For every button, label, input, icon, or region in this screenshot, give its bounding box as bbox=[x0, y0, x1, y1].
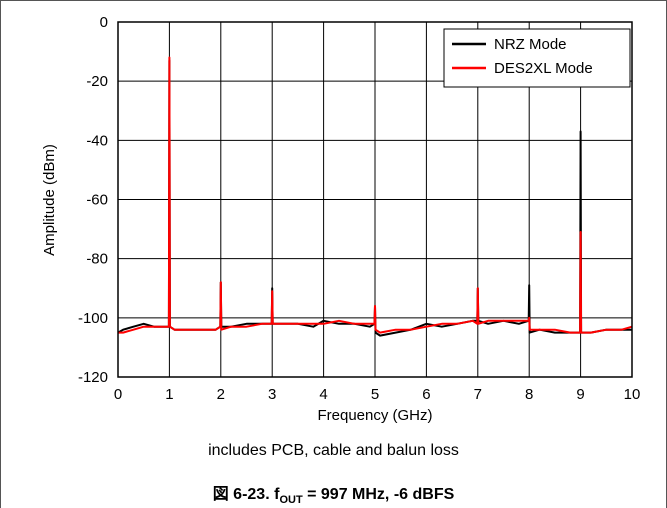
x-tick-label: 0 bbox=[114, 386, 122, 403]
caption-prefix: 図 6-23. f bbox=[212, 486, 280, 503]
legend-label-des2xl: DES2XL Mode bbox=[494, 60, 593, 77]
series-layer bbox=[117, 56, 633, 337]
figure-caption: 図 6-23. fOUT = 997 MHz, -6 dBFS bbox=[0, 480, 667, 506]
plot-area-border bbox=[117, 21, 633, 378]
y-tick-label: 0 bbox=[100, 14, 108, 31]
spectrum-chart: 0 1 2 3 4 5 6 7 8 9 10 0 -20 -40 -60 -80 -100 -120 Frequ… bbox=[41, 14, 641, 424]
legend: NRZ Mode DES2XL Mode bbox=[443, 28, 631, 88]
x-tick-labels: 0 1 2 3 4 5 6 7 8 9 10 bbox=[114, 386, 641, 403]
y-tick-label: -40 bbox=[86, 132, 108, 149]
y-tick-label: -120 bbox=[78, 369, 108, 386]
figure-frame-left bbox=[0, 0, 1, 508]
x-tick-label: 9 bbox=[576, 386, 584, 403]
x-tick-label: 1 bbox=[165, 386, 173, 403]
y-axis-label: Amplitude (dBm) bbox=[41, 144, 58, 256]
figure-frame-top bbox=[0, 0, 667, 1]
x-tick-label: 5 bbox=[371, 386, 379, 403]
y-tick-label: -80 bbox=[86, 251, 108, 268]
x-tick-label: 6 bbox=[422, 386, 430, 403]
x-tick-label: 2 bbox=[217, 386, 225, 403]
x-tick-label: 7 bbox=[474, 386, 482, 403]
grid-lines bbox=[118, 22, 632, 377]
y-tick-label: -20 bbox=[86, 73, 108, 90]
figure-note: includes PCB, cable and balun loss bbox=[208, 442, 459, 459]
caption-suffix: = 997 MHz, -6 dBFS bbox=[302, 486, 455, 503]
caption-subscript: OUT bbox=[279, 494, 303, 507]
y-tick-label: -60 bbox=[86, 192, 108, 209]
legend-label-nrz: NRZ Mode bbox=[494, 36, 567, 53]
series-line-des2xl bbox=[118, 56, 633, 334]
x-axis-label: Frequency (GHz) bbox=[317, 407, 432, 424]
x-tick-label: 4 bbox=[319, 386, 327, 403]
y-tick-label: -100 bbox=[78, 310, 108, 327]
x-tick-label: 8 bbox=[525, 386, 533, 403]
x-tick-label: 10 bbox=[624, 386, 641, 403]
legend-box bbox=[443, 28, 631, 88]
x-tick-label: 3 bbox=[268, 386, 276, 403]
y-tick-labels: 0 -20 -40 -60 -80 -100 -120 bbox=[78, 14, 108, 386]
